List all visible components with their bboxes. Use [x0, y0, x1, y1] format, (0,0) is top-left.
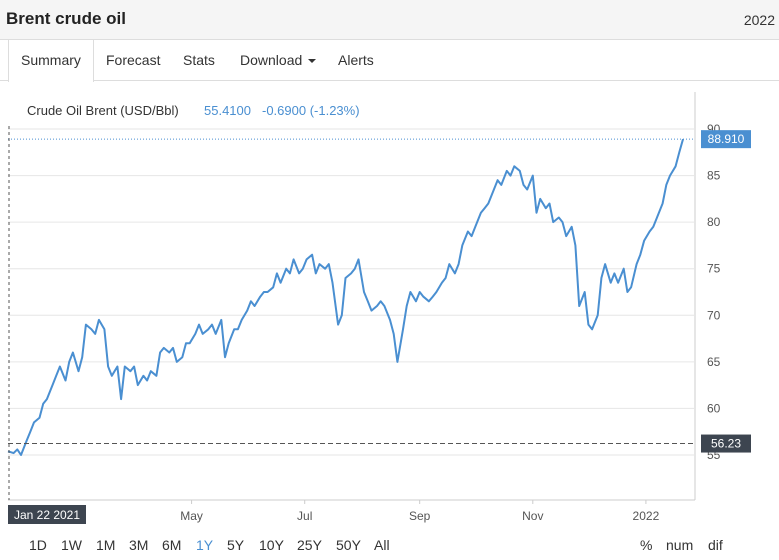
value-markers: 88.910 56.23 Jan 22 2021 — [8, 126, 751, 524]
range-all[interactable]: All — [374, 537, 390, 553]
x-tick-labels: May Jul Sep Nov 2022 — [180, 509, 659, 523]
x-tick-label: Sep — [409, 509, 431, 523]
range-selector: 1D 1W 1M 3M 6M 1Y 5Y 10Y 25Y 50Y All % n… — [0, 534, 779, 560]
y-tick-label: 75 — [707, 262, 721, 276]
series-lines — [7, 138, 684, 456]
last-value-tag — [701, 130, 751, 149]
range-10y[interactable]: 10Y — [259, 537, 284, 553]
range-1d[interactable]: 1D — [29, 537, 47, 553]
tab-download-label: Download — [240, 52, 303, 68]
crosshair-value-label: 56.23 — [711, 437, 741, 451]
x-tick-label: Jul — [297, 509, 312, 523]
range-1m[interactable]: 1M — [96, 537, 116, 553]
range-3m[interactable]: 3M — [129, 537, 149, 553]
page-year: 2022 — [743, 12, 775, 28]
crosshair-date-label: Jan 22 2021 — [14, 508, 80, 522]
y-tick-label: 70 — [707, 308, 721, 322]
tab-alerts[interactable]: Alerts — [338, 52, 374, 68]
legend-change: -0.6900 (-1.23%) — [262, 103, 360, 118]
x-tick-label: Nov — [522, 509, 543, 523]
range-25y[interactable]: 25Y — [297, 537, 322, 553]
tab-stats[interactable]: Stats — [183, 52, 215, 68]
range-50y[interactable]: 50Y — [336, 537, 361, 553]
last-value-label: 88.910 — [708, 132, 745, 146]
y-tick-label: 65 — [707, 355, 721, 369]
crosshair-date-tag — [8, 505, 86, 524]
range-6m[interactable]: 6M — [162, 537, 182, 553]
grid-lines — [8, 92, 696, 504]
option-dif[interactable]: dif — [708, 537, 723, 553]
option-num[interactable]: num — [666, 537, 694, 553]
brent-price-line — [7, 138, 684, 456]
caret-down-icon — [308, 59, 317, 64]
crosshair-value-tag — [701, 434, 751, 453]
y-tick-label: 85 — [707, 169, 721, 183]
y-tick-label: 60 — [707, 401, 721, 415]
range-1w[interactable]: 1W — [61, 537, 82, 553]
chart-area[interactable]: 55 60 65 70 75 80 85 90 May Jul Sep Nov 2022 88.910… — [0, 82, 779, 534]
legend-series-name: Crude Oil Brent (USD/Bbl) — [27, 103, 179, 118]
tab-summary[interactable]: Summary — [8, 40, 94, 82]
range-5y[interactable]: 5Y — [227, 537, 245, 553]
tab-forecast[interactable]: Forecast — [106, 52, 161, 68]
y-tick-label: 80 — [707, 215, 721, 229]
option-percent[interactable]: % — [640, 537, 653, 553]
range-1y[interactable]: 1Y — [196, 537, 214, 553]
tab-download[interactable]: Download — [240, 40, 317, 81]
tab-bar: Summary Forecast Stats Download Alerts — [0, 40, 779, 82]
legend-value: 55.4100 — [204, 103, 251, 118]
x-tick-label: 2022 — [633, 509, 660, 523]
x-tick-label: May — [180, 509, 203, 523]
page-title: Brent crude oil — [6, 9, 126, 28]
page-header: Brent crude oil 2022 — [0, 0, 779, 40]
